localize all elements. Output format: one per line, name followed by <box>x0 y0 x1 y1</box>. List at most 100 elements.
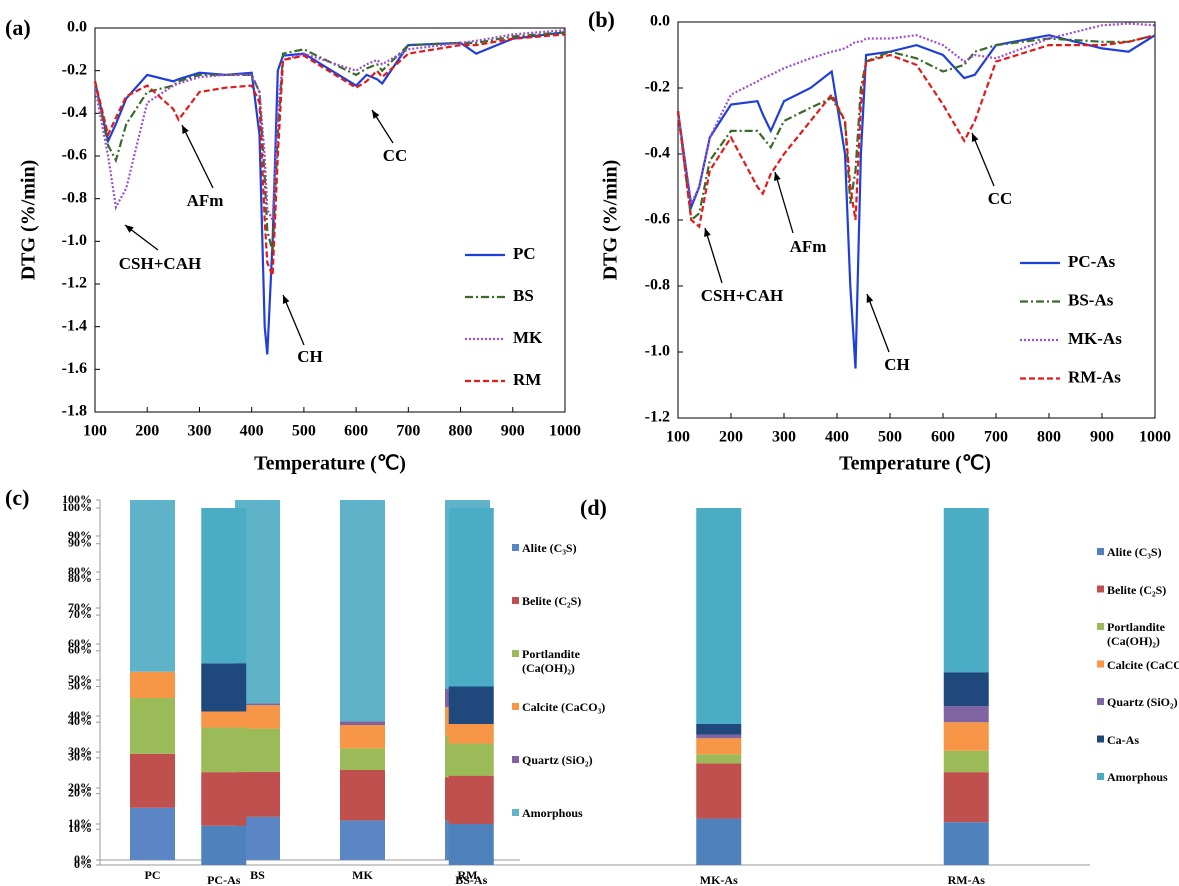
arrow-head <box>372 110 380 119</box>
legend-swatch <box>512 544 519 551</box>
annotation-arrow <box>282 294 305 346</box>
x-tick-label: PC-As <box>207 873 241 886</box>
y-tick-label: -0.8 <box>62 189 87 206</box>
annotation-arrow <box>971 132 995 187</box>
y-tick-label: 50% <box>68 678 92 692</box>
legend-label: Alite (C₃S) <box>522 541 577 555</box>
bar-segment <box>943 508 989 673</box>
y-tick-label: -1.2 <box>62 275 87 292</box>
bar-segment <box>235 703 280 706</box>
x-tick-label: BS <box>250 868 265 882</box>
y-axis-label: DTG (%/min) <box>600 160 622 281</box>
bar-segment <box>943 772 989 823</box>
y-tick-label: -1.2 <box>645 409 670 426</box>
arrow-head <box>125 225 134 233</box>
bar-segment <box>340 721 385 725</box>
x-axis-label: Temperature (℃) <box>254 453 406 475</box>
arrow-head <box>866 294 874 303</box>
y-tick-label: 10% <box>68 816 92 830</box>
x-tick-label: 1000 <box>1139 429 1171 446</box>
y-tick-label: 60% <box>68 636 92 650</box>
panel-label: (d) <box>580 495 607 520</box>
legend-label: Alite (C₃S) <box>1107 545 1162 559</box>
x-tick-label: 300 <box>772 429 796 446</box>
annotation: CC <box>988 189 1013 208</box>
x-tick-label: 400 <box>825 429 849 446</box>
y-tick-label: -1.0 <box>645 343 670 360</box>
bar-segment <box>943 750 989 773</box>
x-tick-label: MK-As <box>700 873 738 886</box>
x-tick-label: 600 <box>344 423 368 440</box>
plot-frame <box>94 27 566 413</box>
bar-segment <box>696 763 742 819</box>
x-tick-label: 400 <box>240 423 264 440</box>
y-tick-label: 0% <box>74 857 92 871</box>
x-tick-label: BS-As <box>455 873 487 886</box>
annotation: AFm <box>187 191 224 210</box>
dtg-line <box>676 34 1156 229</box>
y-tick-label: 0.0 <box>67 19 87 36</box>
legend-label: Amorphous <box>522 806 583 820</box>
legend-label: Quartz (SiO₂) <box>1107 695 1178 709</box>
panel-label: (a) <box>5 15 31 40</box>
bar-segment <box>340 820 385 860</box>
dtg-line <box>93 29 566 225</box>
arrow-head <box>971 133 979 142</box>
y-tick-label: 10% <box>68 821 92 835</box>
dtg-line <box>93 31 566 253</box>
bar-segment <box>130 807 175 860</box>
y-tick-label: -0.6 <box>62 147 87 164</box>
legend-label: Ca-As <box>1107 732 1139 747</box>
arrow-head <box>182 125 189 134</box>
annotation: CC <box>383 146 408 165</box>
bar-segment <box>201 711 247 728</box>
x-tick-label: MK <box>352 868 373 882</box>
legend-label: MK <box>513 328 543 347</box>
legend-label: BS <box>513 286 534 305</box>
bar-segment <box>943 822 989 865</box>
y-tick-label: -0.4 <box>62 104 87 121</box>
legend-swatch <box>1097 623 1104 630</box>
y-tick-label: -0.2 <box>645 79 670 96</box>
legend-swatch <box>512 597 519 604</box>
legend-label: Belite (C₂S) <box>522 594 582 608</box>
legend-label: Amorphous <box>1107 770 1168 784</box>
x-tick-label: 200 <box>135 423 159 440</box>
dtg-line <box>93 33 566 276</box>
annotation: CH <box>884 355 910 374</box>
bar-segment <box>943 672 989 707</box>
y-tick-label: 80% <box>68 571 92 585</box>
legend-label: Calcite (CaCO₃) <box>1107 657 1179 672</box>
annotation: CSH+CAH <box>119 254 201 273</box>
y-tick-label: 40% <box>68 714 92 728</box>
arrow-head <box>773 172 781 181</box>
x-tick-label: 1000 <box>549 423 581 440</box>
annotation-arrow <box>704 227 723 284</box>
x-tick-label: 500 <box>878 429 902 446</box>
bar-segment <box>448 823 494 865</box>
bar-segment <box>201 772 247 826</box>
arrow-head <box>282 295 290 304</box>
bar-segment <box>696 734 742 739</box>
bar-segment <box>340 748 385 770</box>
bar-segment <box>448 743 494 776</box>
bar-segment <box>201 663 247 712</box>
bar-segment <box>130 500 175 672</box>
y-tick-label: -0.2 <box>62 61 87 78</box>
legend-swatch <box>1097 660 1104 668</box>
legend-label: MK-As <box>1068 329 1122 348</box>
y-tick-label: -1.0 <box>62 232 87 249</box>
y-tick-label: 90% <box>68 535 92 549</box>
bar-segment <box>340 500 385 722</box>
legend-label: Calcite (CaCO₃) <box>522 700 606 714</box>
legend-swatch <box>1097 548 1104 555</box>
x-tick-label: 300 <box>187 423 211 440</box>
legend-label: RM-As <box>1068 367 1121 386</box>
bar-segment <box>340 770 385 821</box>
legend-swatch <box>512 756 519 763</box>
y-tick-label: 100% <box>62 492 92 506</box>
legend-swatch <box>512 703 519 710</box>
legend-label: Portlandite (Ca(OH)₂) <box>522 647 580 675</box>
bar-segment <box>201 727 247 773</box>
